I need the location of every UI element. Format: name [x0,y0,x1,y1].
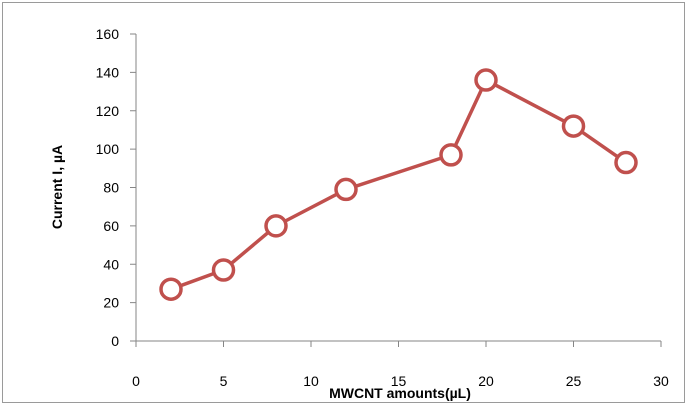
x-tick-label: 25 [566,373,582,389]
y-tick-label: 120 [96,103,120,119]
y-tick-label: 20 [103,295,119,311]
x-axis-title: MWCNT amounts(µL) [329,385,471,401]
x-tick-label: 30 [653,373,669,389]
y-ticks: 0 20 40 60 80 100 120 140 160 [96,26,136,349]
chart-frame [2,2,685,403]
data-point [474,68,498,92]
data-point [211,258,236,282]
data-point [159,277,183,301]
x-tick-label: 15 [391,373,407,389]
data-point [439,143,463,167]
series-line [170,78,627,291]
data-point [614,150,638,175]
y-tick-label: 140 [96,64,120,80]
y-axis-title: Current I, µA [49,145,65,229]
x-tick-label: 20 [478,373,494,389]
y-tick-label: 80 [103,180,119,196]
x-ticks: 0 5 10 15 20 25 30 [132,341,669,389]
data-point [264,214,288,238]
y-tick-label: 0 [111,333,119,349]
y-tick-label: 100 [96,141,120,157]
axes [135,34,661,342]
data-point [561,114,586,138]
y-tick-label: 60 [103,218,119,234]
y-tick-label: 160 [96,26,120,42]
x-tick-label: 0 [132,373,140,389]
y-tick-label: 40 [103,256,119,272]
series [159,68,638,301]
x-tick-label: 10 [303,373,319,389]
data-point [334,177,358,202]
x-tick-label: 5 [220,373,228,389]
